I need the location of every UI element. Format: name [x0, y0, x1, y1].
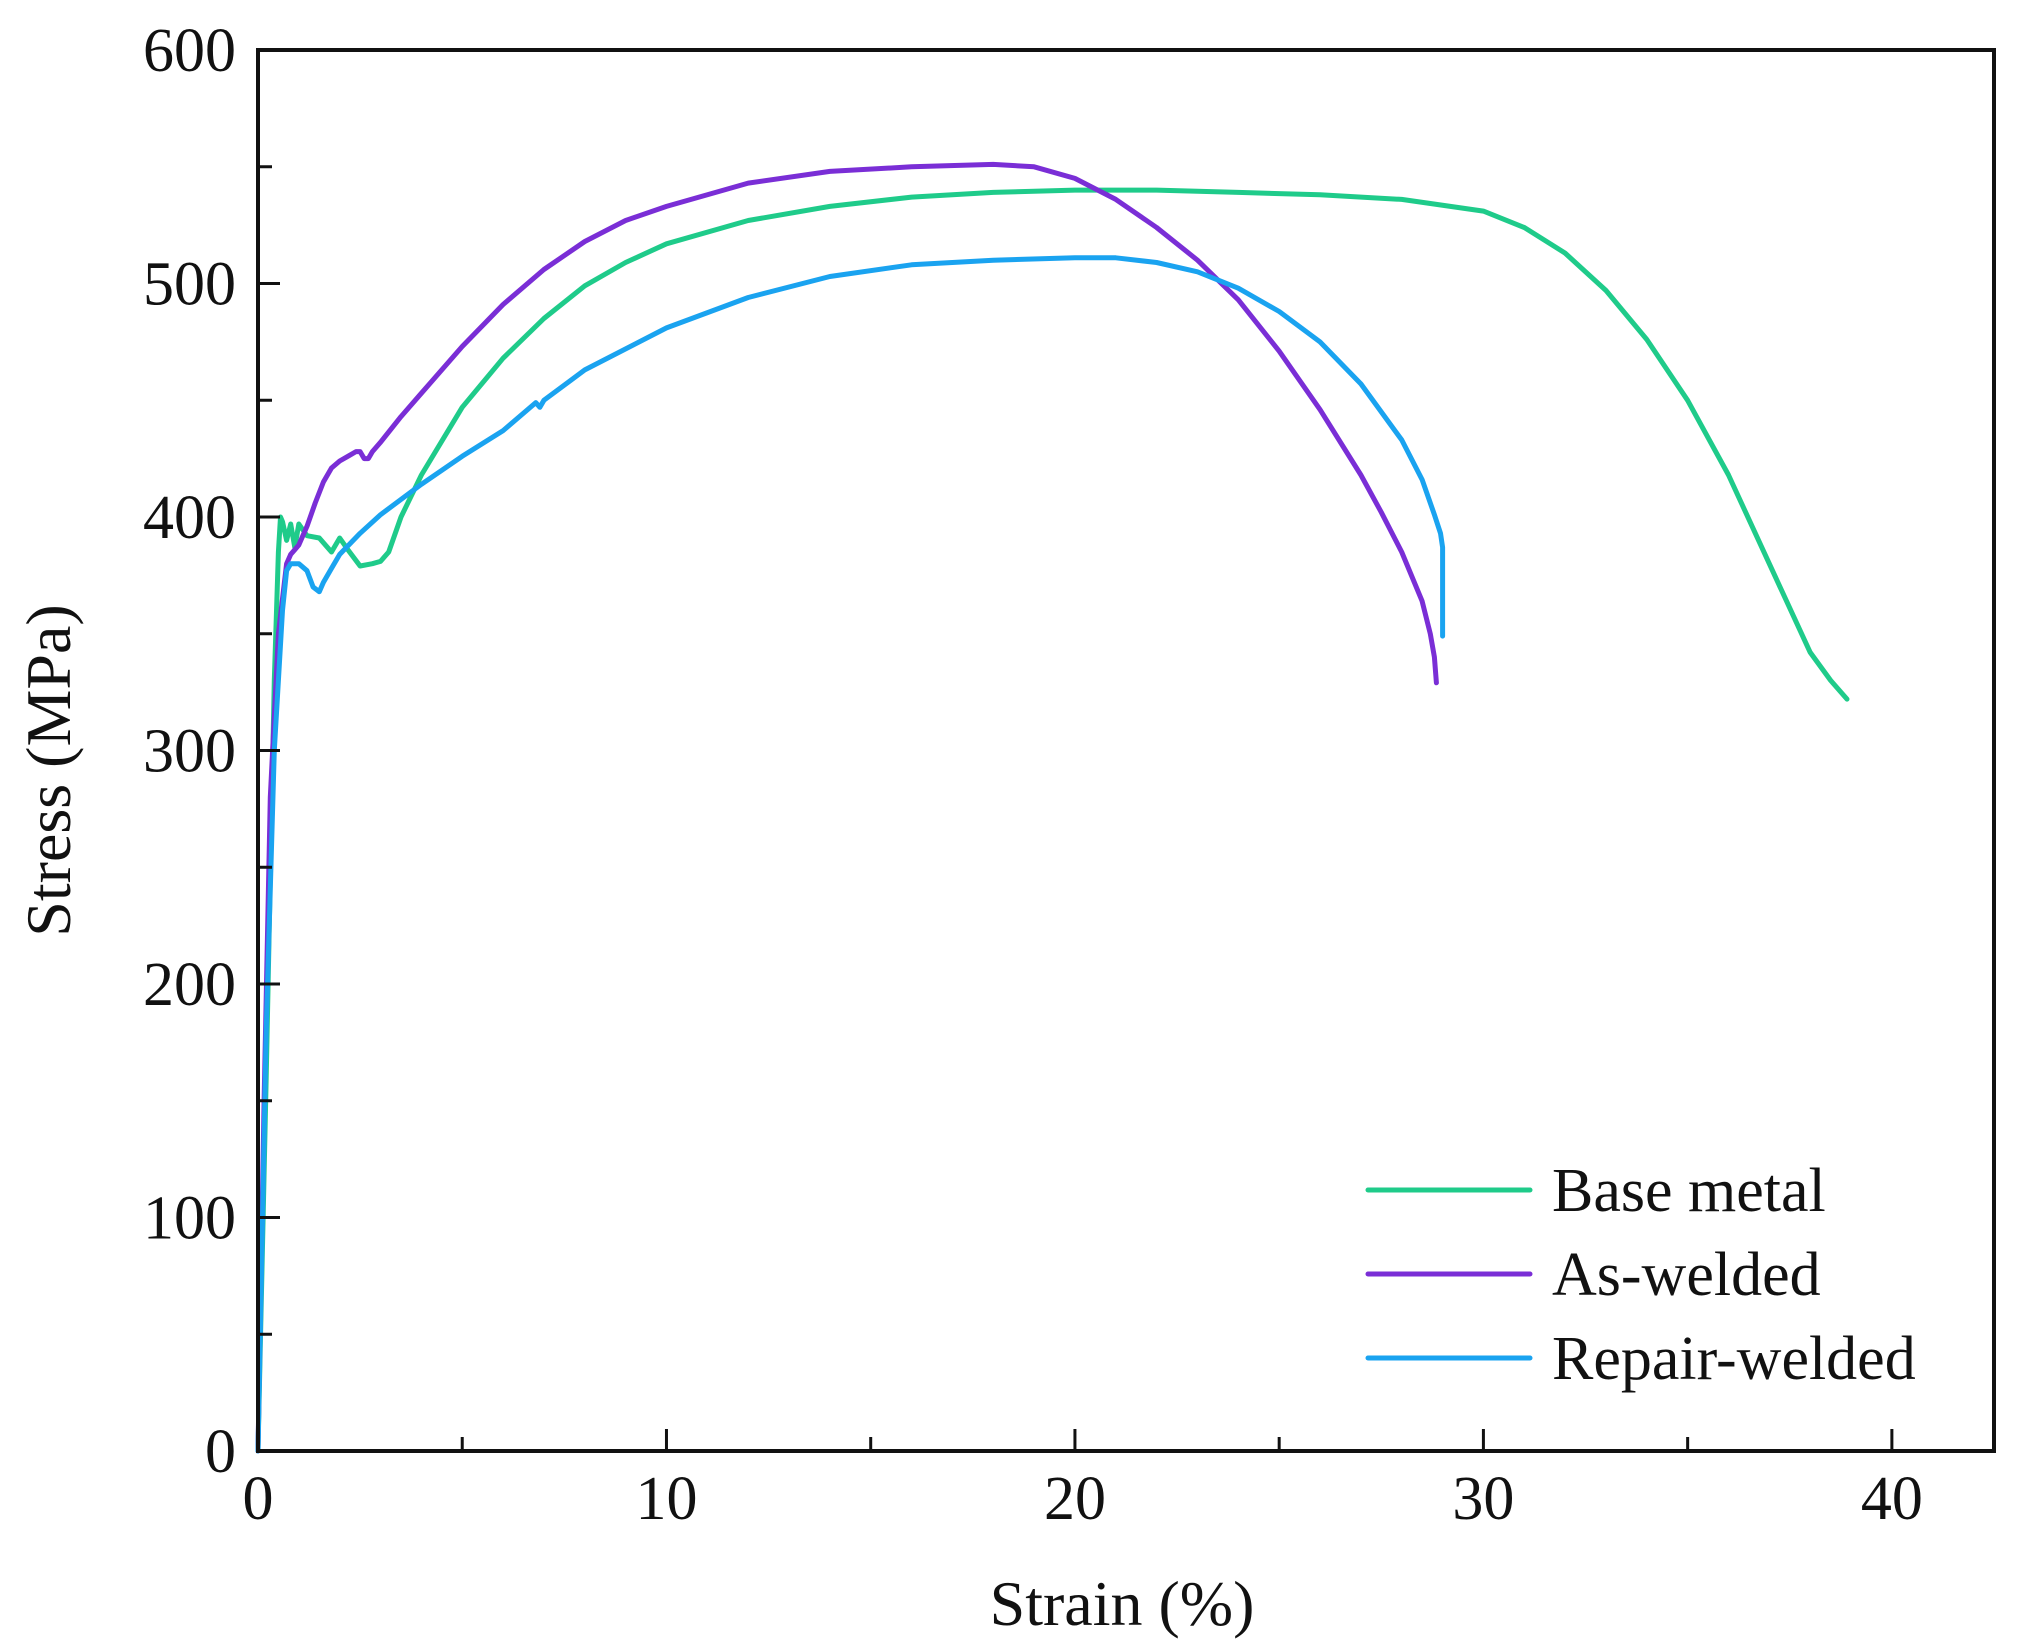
y-tick-label: 0 [205, 1418, 236, 1486]
y-tick-label: 400 [143, 484, 236, 552]
y-tick-label: 300 [143, 718, 236, 786]
series-curves [255, 161, 1850, 1454]
x-tick-label: 0 [243, 1465, 274, 1533]
y-axis-title: Stress (MPa) [13, 604, 84, 936]
x-tick-label: 10 [635, 1465, 697, 1533]
legend-label-as-welded: As-welded [1552, 1241, 1821, 1309]
x-tick-label: 40 [1861, 1465, 1923, 1533]
series-line-repair-welded [255, 255, 1446, 1454]
x-tick-label: 20 [1044, 1465, 1106, 1533]
legend: Base metal As-welded Repair-welded [1365, 1157, 1916, 1393]
x-tick-label: 30 [1452, 1465, 1514, 1533]
y-axis: 0 100 200 300 400 500 600 [143, 17, 280, 1486]
series-line-base-metal [255, 187, 1850, 1454]
x-axis: 0 10 20 30 40 [243, 1429, 1923, 1533]
y-tick-label: 200 [143, 951, 236, 1019]
y-tick-label: 100 [143, 1185, 236, 1253]
y-tick-label: 600 [143, 17, 236, 85]
series-line-as-welded [255, 161, 1439, 1454]
legend-label-repair-welded: Repair-welded [1552, 1325, 1916, 1393]
legend-label-base-metal: Base metal [1552, 1157, 1826, 1225]
y-tick-label: 500 [143, 251, 236, 319]
x-axis-title: Strain (%) [990, 1568, 1255, 1639]
